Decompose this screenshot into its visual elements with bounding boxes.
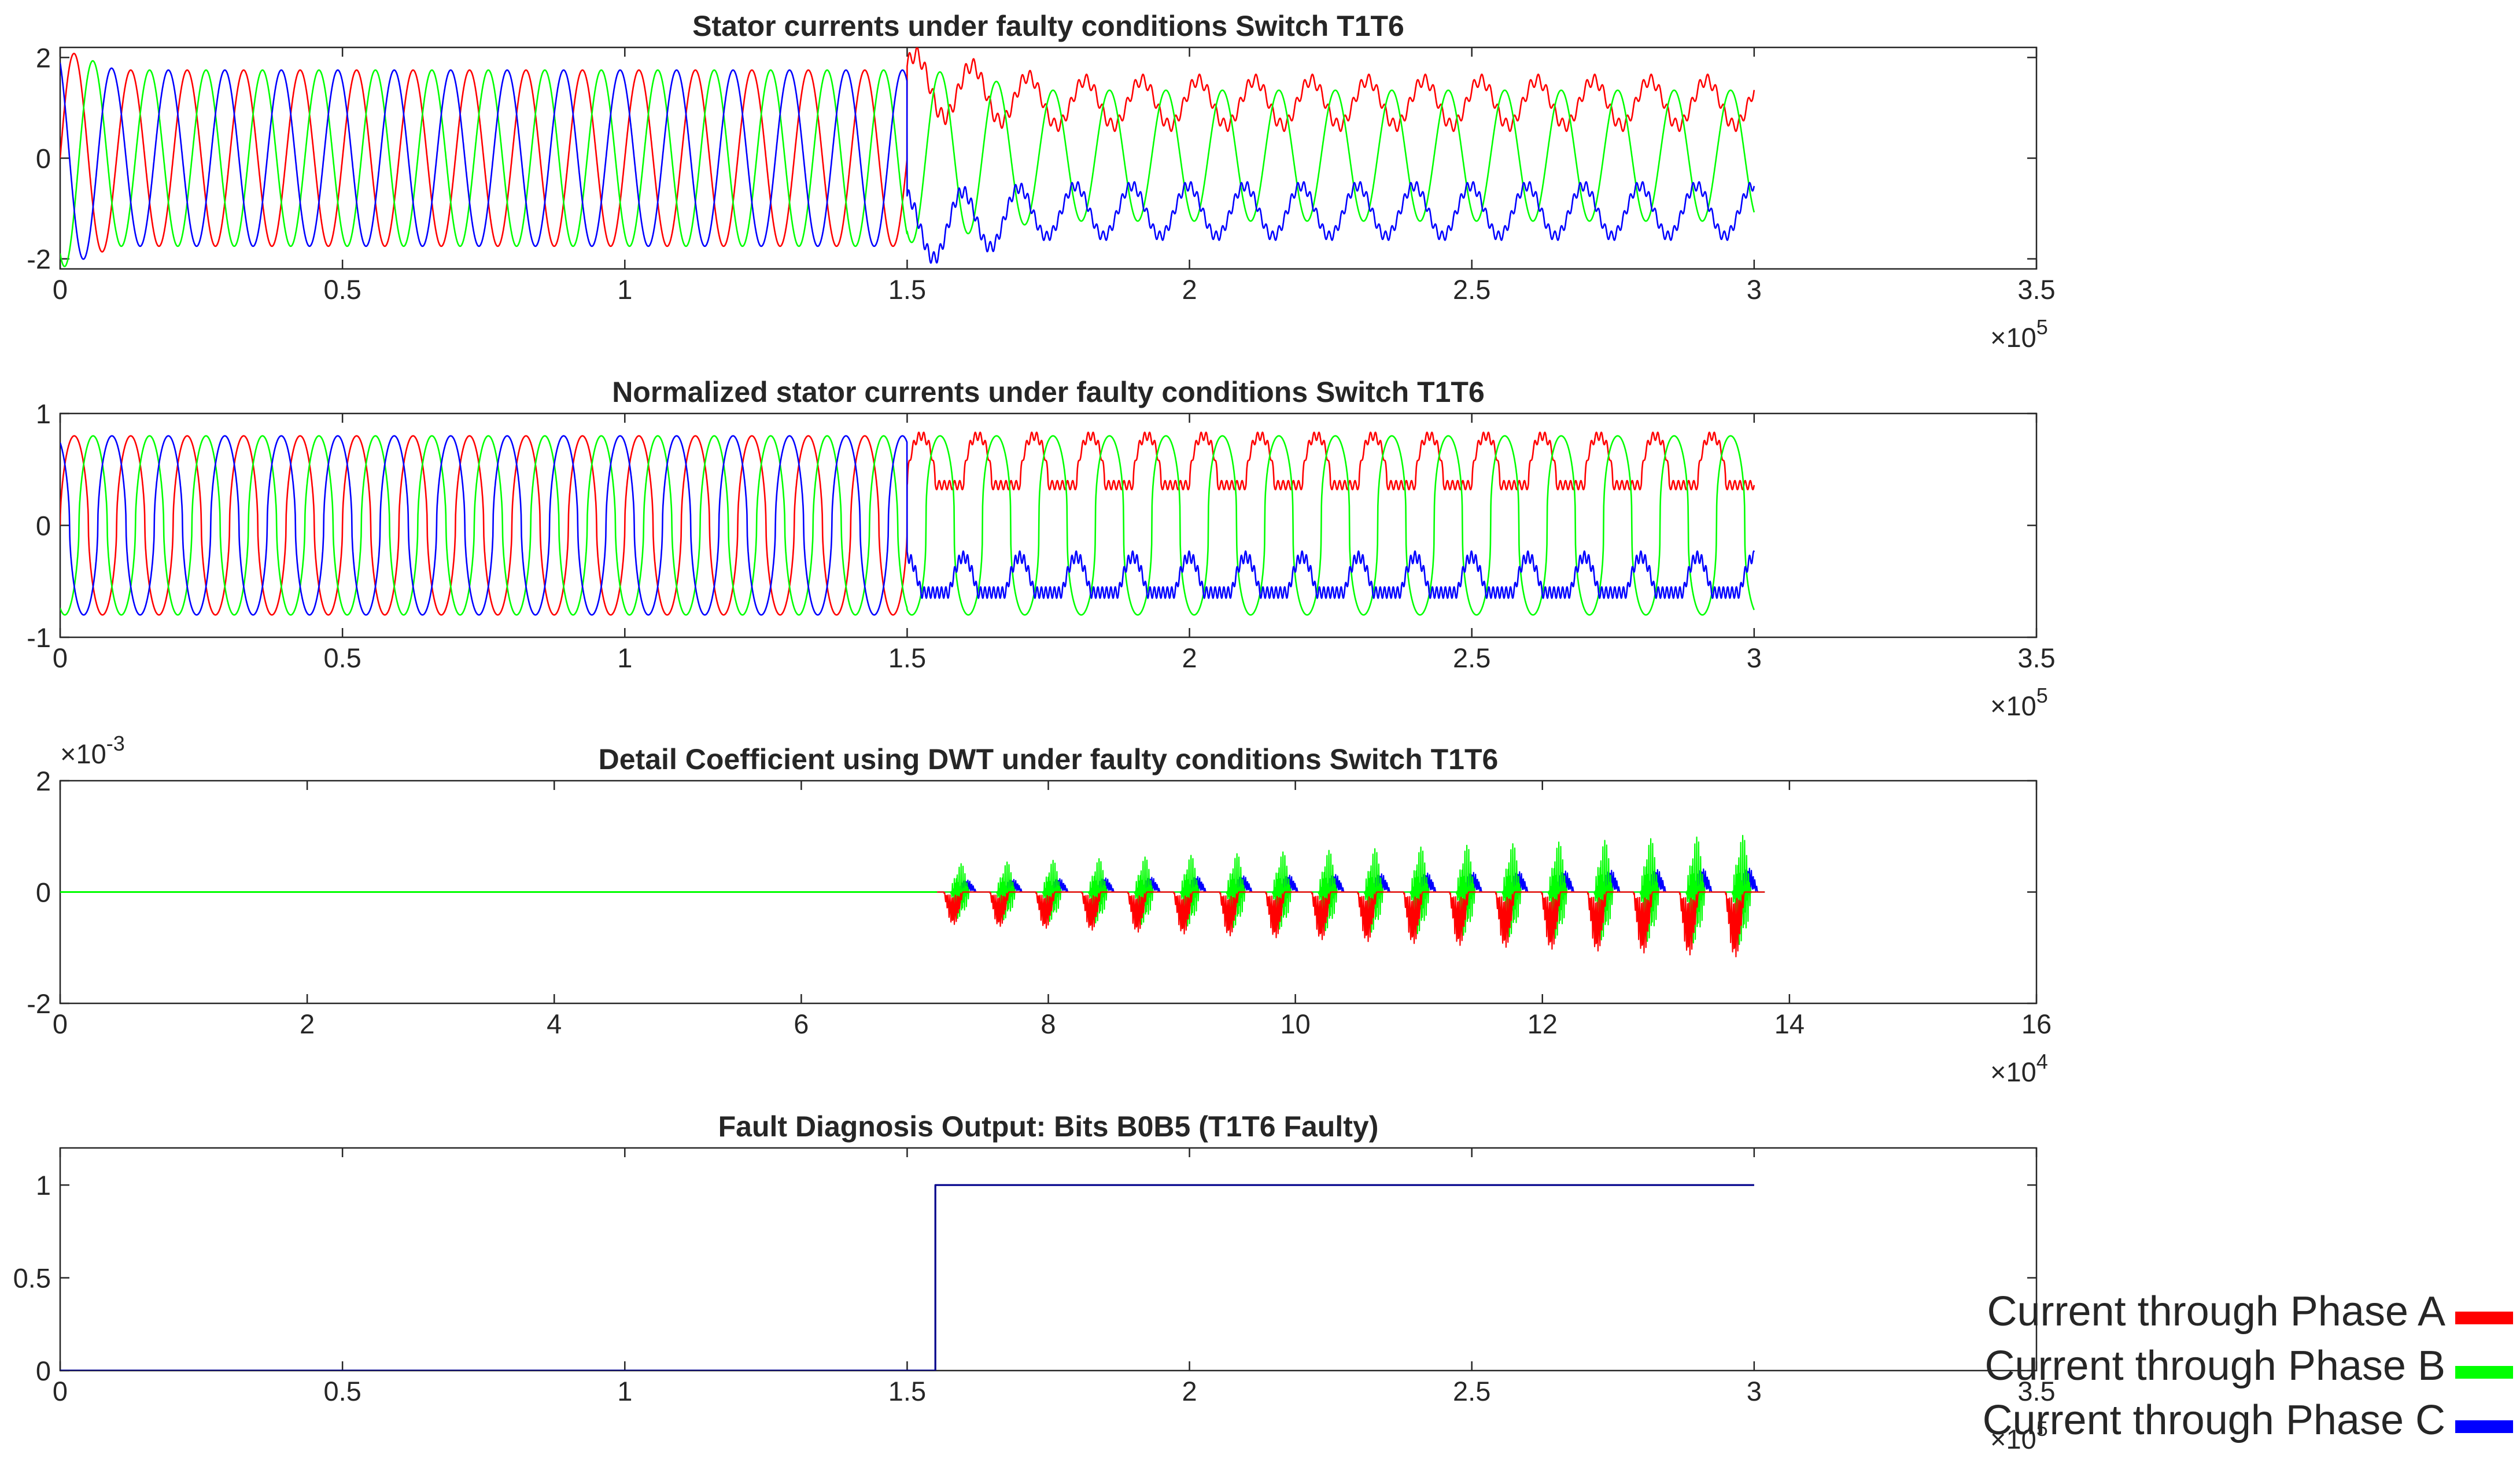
- x-tick-label: 16: [2021, 1009, 2052, 1039]
- x-tick-label: 0.5: [323, 274, 361, 305]
- x-tick-label: 2: [1182, 642, 1197, 673]
- chart-title: Fault Diagnosis Output: Bits B0B5 (T1T6 …: [718, 1110, 1379, 1143]
- x-tick-label: 2.5: [1453, 1376, 1490, 1406]
- y-tick-label: 2: [36, 766, 51, 796]
- y-tick-label: 2: [36, 42, 51, 73]
- x-tick-label: 12: [1528, 1009, 1558, 1039]
- series-phase-c: [60, 62, 1755, 264]
- x-exponent: ×104: [1990, 1050, 2048, 1087]
- x-tick-label: 10: [1280, 1009, 1310, 1039]
- y-exponent: ×10-3: [60, 732, 125, 769]
- y-tick-label: 0.5: [13, 1263, 51, 1294]
- x-tick-label: 1.5: [888, 1376, 926, 1406]
- y-tick-label: 0: [36, 877, 51, 908]
- y-tick-label: -2: [27, 988, 51, 1019]
- x-tick-label: 3: [1747, 274, 1762, 305]
- x-tick-label: 1: [617, 1376, 632, 1406]
- x-tick-label: 6: [794, 1009, 809, 1039]
- x-tick-label: 2.5: [1453, 274, 1490, 305]
- y-exponent-power: -3: [106, 732, 125, 755]
- series-phase-b: [60, 60, 1755, 268]
- x-tick-label: 0: [53, 274, 68, 305]
- chart-title: Normalized stator currents under faulty …: [612, 376, 1485, 408]
- x-exponent-base: ×10: [1990, 1057, 2036, 1087]
- x-tick-label: 0: [53, 1009, 68, 1039]
- y-tick-label: 1: [36, 398, 51, 429]
- charts: Stator currents under faulty conditions …: [13, 10, 2056, 1454]
- x-exponent-power: 5: [2036, 684, 2048, 707]
- x-exponent: ×105: [1990, 684, 2048, 721]
- x-tick-label: 0.5: [323, 642, 361, 673]
- x-exponent-base: ×10: [1990, 1424, 2036, 1454]
- chart-title: Detail Coefficient using DWT under fault…: [599, 743, 1499, 776]
- series-phase-b: [60, 435, 1755, 616]
- y-tick-label: -2: [27, 244, 51, 275]
- series-phase-a: [60, 47, 1755, 253]
- x-tick-label: 1: [617, 274, 632, 305]
- x-exponent: ×105: [1990, 315, 2048, 353]
- legend-label: Current through Phase C: [1983, 1397, 2445, 1443]
- x-tick-label: 3: [1747, 642, 1762, 673]
- y-exponent-base: ×10: [60, 738, 106, 769]
- y-tick-label: 0: [36, 511, 51, 541]
- x-exponent-base: ×10: [1990, 690, 2036, 721]
- x-tick-label: 0.5: [323, 1376, 361, 1406]
- x-tick-label: 1.5: [888, 642, 926, 673]
- axes-frame: [59, 1147, 2038, 1372]
- x-tick-label: 0: [53, 1376, 68, 1406]
- legend-swatch: [2455, 1366, 2513, 1379]
- series-phase-c: [60, 435, 1755, 616]
- x-tick-label: 3.5: [2017, 642, 2055, 673]
- x-tick-label: 2.5: [1453, 642, 1490, 673]
- y-tick-label: -1: [27, 622, 51, 653]
- chart-2: Normalized stator currents under faulty …: [27, 376, 2055, 721]
- legend-label: Current through Phase A: [1987, 1288, 2446, 1335]
- x-tick-label: 4: [547, 1009, 562, 1039]
- x-exponent: ×105: [1990, 1417, 2048, 1454]
- plot-area: [60, 834, 1765, 958]
- x-tick-label: 8: [1041, 1009, 1056, 1039]
- x-tick-label: 0: [53, 642, 68, 673]
- plot-area: [60, 431, 1755, 616]
- legend-label: Current through Phase B: [1985, 1343, 2445, 1389]
- x-tick-label: 3: [1747, 1376, 1762, 1406]
- x-tick-label: 14: [1774, 1009, 1805, 1039]
- chart-1: Stator currents under faulty conditions …: [27, 10, 2055, 353]
- x-exponent-base: ×10: [1990, 322, 2036, 353]
- series-fault-bits: [60, 1184, 1754, 1371]
- plot-area: [60, 1184, 1754, 1371]
- legend-swatch: [2455, 1312, 2513, 1324]
- y-tick-label: 0: [36, 1356, 51, 1386]
- series-phase-a: [937, 891, 1765, 958]
- x-tick-label: 2: [300, 1009, 315, 1039]
- x-tick-label: 1.5: [888, 274, 926, 305]
- axes-frame: [59, 412, 2038, 638]
- plot-area: [60, 47, 1755, 268]
- chart-title: Stator currents under faulty conditions …: [692, 10, 1404, 42]
- x-tick-label: 2: [1182, 274, 1197, 305]
- x-exponent-power: 5: [2036, 1417, 2048, 1441]
- x-exponent-power: 4: [2036, 1050, 2048, 1073]
- x-exponent-power: 5: [2036, 315, 2048, 339]
- chart-4: Fault Diagnosis Output: Bits B0B5 (T1T6 …: [13, 1110, 2056, 1454]
- chart-3: Detail Coefficient using DWT under fault…: [27, 732, 2052, 1087]
- legend-swatch: [2455, 1420, 2513, 1433]
- y-tick-label: 0: [36, 143, 51, 174]
- x-tick-label: 2: [1182, 1376, 1197, 1406]
- x-tick-label: 1: [617, 642, 632, 673]
- x-tick-label: 3.5: [2017, 1376, 2055, 1406]
- y-tick-label: 1: [36, 1170, 51, 1201]
- x-tick-label: 3.5: [2017, 274, 2055, 305]
- legend: Current through Phase A Current through P…: [1983, 1288, 2513, 1443]
